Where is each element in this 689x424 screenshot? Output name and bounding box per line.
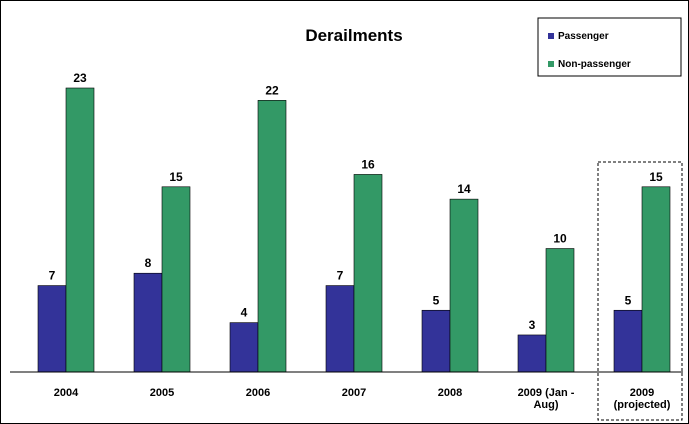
- value-label-non-passenger-5: 10: [553, 232, 567, 246]
- category-label-6-line-1: (projected): [614, 399, 671, 411]
- value-label-passenger-2: 4: [241, 306, 248, 320]
- legend-label-non-passenger: Non-passenger: [558, 59, 631, 70]
- bar-non-passenger-1: [161, 186, 191, 373]
- value-label-non-passenger-1: 15: [169, 170, 183, 184]
- projected-highlight-box: [597, 161, 683, 421]
- legend-swatch-passenger: [548, 33, 554, 39]
- category-label-3: 2007: [342, 387, 366, 399]
- bars: [37, 87, 671, 373]
- value-label-passenger-4: 5: [433, 293, 440, 307]
- legend-swatch-non-passenger: [548, 61, 554, 67]
- legend-label-passenger: Passenger: [558, 31, 609, 42]
- bar-non-passenger-3: [353, 174, 383, 373]
- bar-passenger-0: [37, 285, 67, 373]
- value-labels: 7 23 8 15 4 22 7 16 5 14 3 10 5 15: [49, 71, 663, 332]
- category-label-2: 2006: [246, 387, 270, 399]
- category-label-1: 2005: [150, 387, 174, 399]
- bar-passenger-1: [133, 272, 163, 373]
- category-label-6-line-0: 2009: [630, 387, 654, 399]
- value-label-passenger-0: 7: [49, 269, 56, 283]
- bar-non-passenger-5: [545, 248, 575, 373]
- value-label-non-passenger-4: 14: [457, 182, 471, 196]
- bar-non-passenger-4: [449, 198, 479, 373]
- category-label-0: 2004: [54, 387, 79, 399]
- bar-passenger-5: [517, 334, 547, 373]
- value-label-non-passenger-0: 23: [73, 71, 87, 85]
- value-label-passenger-3: 7: [337, 269, 344, 283]
- value-label-passenger-6: 5: [625, 293, 632, 307]
- bar-passenger-6: [613, 309, 643, 373]
- category-labels: 2004 2005 2006 2007 2008 2009 (Jan -Aug) 2009(…: [54, 387, 671, 411]
- value-label-passenger-5: 3: [529, 318, 536, 332]
- bar-non-passenger-6: [641, 186, 671, 373]
- category-label-4: 2008: [438, 387, 462, 399]
- bar-passenger-4: [421, 309, 451, 373]
- legend: Passenger Non-passenger: [537, 17, 682, 77]
- category-label-5-line-1: Aug): [533, 399, 558, 411]
- value-label-non-passenger-6: 15: [649, 170, 663, 184]
- chart-title: Derailments: [305, 26, 402, 45]
- bar-non-passenger-2: [257, 100, 287, 373]
- legend-box: [537, 17, 682, 77]
- category-label-5-line-0: 2009 (Jan -: [518, 387, 575, 399]
- value-label-non-passenger-2: 22: [265, 83, 279, 97]
- bar-passenger-2: [229, 322, 259, 373]
- value-label-passenger-1: 8: [145, 256, 152, 270]
- bar-non-passenger-0: [65, 87, 95, 373]
- value-label-non-passenger-3: 16: [361, 157, 375, 171]
- bar-passenger-3: [325, 285, 355, 373]
